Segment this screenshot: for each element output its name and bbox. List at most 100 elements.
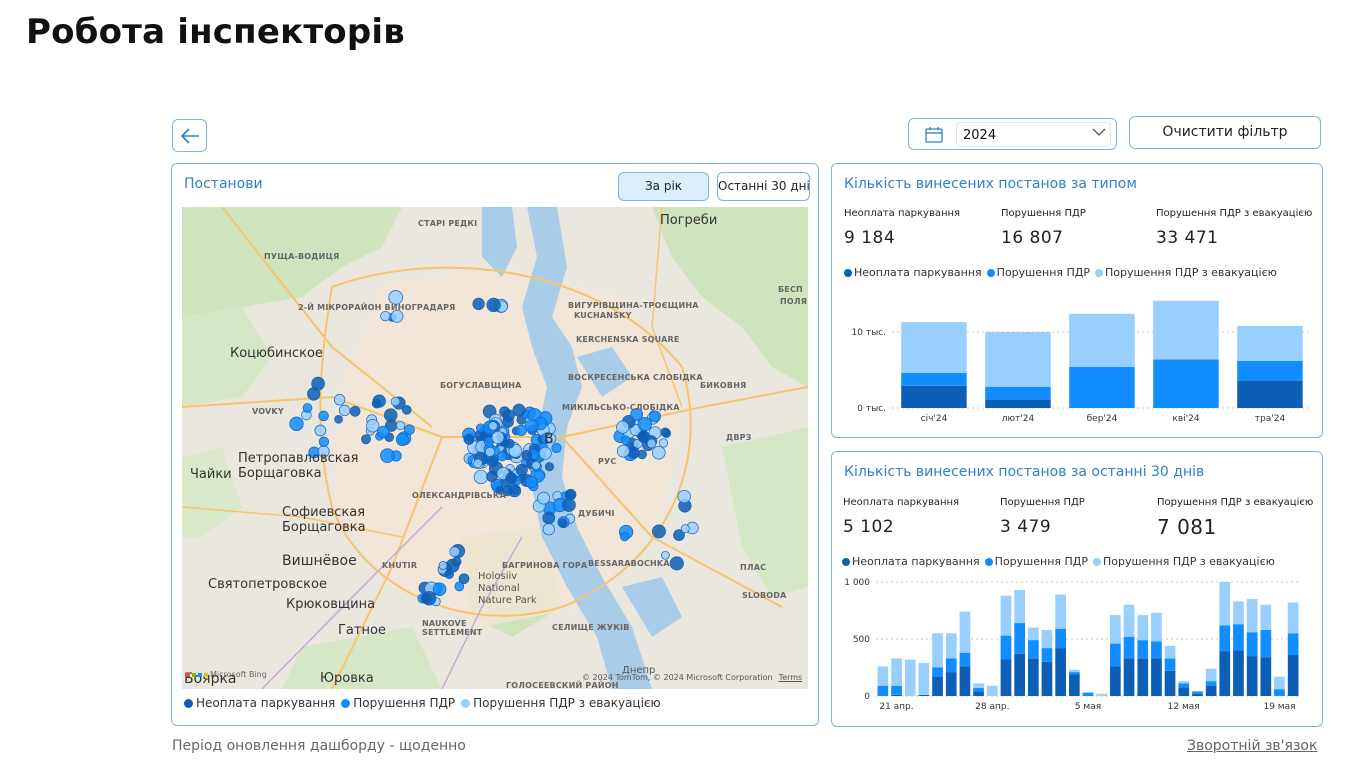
bar-segment[interactable] bbox=[973, 688, 984, 692]
map-point[interactable] bbox=[637, 449, 647, 460]
map-point[interactable] bbox=[565, 490, 576, 501]
map-point[interactable] bbox=[473, 458, 483, 468]
bar-segment[interactable] bbox=[1153, 300, 1219, 360]
bar-segment[interactable] bbox=[973, 691, 984, 696]
map-point[interactable] bbox=[318, 410, 329, 422]
map-point[interactable] bbox=[454, 581, 465, 592]
bar-segment[interactable] bbox=[1000, 595, 1012, 636]
map-point[interactable] bbox=[438, 561, 448, 570]
map-point[interactable] bbox=[338, 404, 351, 417]
map-point[interactable] bbox=[658, 438, 669, 448]
map-point[interactable] bbox=[334, 414, 343, 424]
bar-segment[interactable] bbox=[1110, 615, 1121, 644]
bar-segment[interactable] bbox=[891, 658, 902, 686]
bar-segment[interactable] bbox=[1233, 624, 1244, 651]
bar-segment[interactable] bbox=[1096, 693, 1107, 696]
bar-segment[interactable] bbox=[1237, 360, 1303, 381]
map-point[interactable] bbox=[630, 407, 644, 421]
map-point[interactable] bbox=[558, 518, 568, 528]
map-point[interactable] bbox=[551, 442, 562, 454]
bar-segment[interactable] bbox=[1205, 685, 1217, 696]
map-point[interactable] bbox=[505, 472, 518, 484]
bar-segment[interactable] bbox=[1178, 688, 1190, 696]
map-point[interactable] bbox=[432, 582, 447, 596]
map-point[interactable] bbox=[302, 403, 313, 413]
bar-segment[interactable] bbox=[932, 667, 943, 677]
bar-segment[interactable] bbox=[1260, 629, 1272, 658]
map-point[interactable] bbox=[361, 434, 371, 445]
back-button[interactable] bbox=[172, 119, 207, 152]
map-point[interactable] bbox=[314, 424, 327, 437]
map-point[interactable] bbox=[497, 451, 508, 462]
map-point[interactable] bbox=[376, 425, 390, 439]
map-point[interactable] bbox=[677, 489, 691, 504]
map-point[interactable] bbox=[515, 424, 527, 437]
bar-segment[interactable] bbox=[932, 676, 943, 696]
map-point[interactable] bbox=[508, 484, 522, 498]
map-point[interactable] bbox=[616, 420, 630, 434]
bar-segment[interactable] bbox=[1110, 643, 1121, 667]
bar-segment[interactable] bbox=[1000, 635, 1012, 660]
bar-segment[interactable] bbox=[1137, 658, 1149, 696]
bar-segment[interactable] bbox=[959, 611, 971, 653]
map-point[interactable] bbox=[546, 433, 557, 444]
map-point[interactable] bbox=[495, 485, 505, 495]
bar-segment[interactable] bbox=[1233, 650, 1244, 696]
map-point[interactable] bbox=[524, 418, 539, 433]
bar-segment[interactable] bbox=[1164, 645, 1176, 659]
map-point[interactable] bbox=[512, 403, 526, 417]
bar-segment[interactable] bbox=[1014, 590, 1025, 624]
map[interactable]: Погреби СТАРІ РЕДКІ ПУЩА-ВОДИЦЯ 2-Й МІКР… bbox=[182, 207, 808, 689]
map-point[interactable] bbox=[616, 444, 630, 458]
bar-segment[interactable] bbox=[1069, 669, 1080, 673]
map-point[interactable] bbox=[525, 476, 538, 489]
map-point[interactable] bbox=[458, 573, 470, 585]
bar-segment[interactable] bbox=[1123, 636, 1135, 659]
bar-segment[interactable] bbox=[1000, 659, 1012, 697]
bar-segment[interactable] bbox=[1219, 582, 1231, 626]
map-point[interactable] bbox=[487, 455, 499, 468]
map-point[interactable] bbox=[333, 394, 346, 406]
map-point[interactable] bbox=[488, 421, 498, 431]
bar-segment[interactable] bbox=[1041, 648, 1053, 662]
map-point[interactable] bbox=[395, 433, 409, 447]
bar-segment[interactable] bbox=[1055, 594, 1066, 629]
toggle-year[interactable]: За рік bbox=[618, 172, 709, 201]
bar-segment[interactable] bbox=[985, 332, 1051, 387]
bar-segment[interactable] bbox=[1110, 666, 1121, 696]
bar-segment[interactable] bbox=[959, 652, 971, 667]
year-filter[interactable]: 2024 bbox=[908, 118, 1117, 150]
map-point[interactable] bbox=[311, 376, 325, 391]
map-point[interactable] bbox=[531, 460, 541, 470]
bar-segment[interactable] bbox=[1069, 674, 1080, 696]
map-point[interactable] bbox=[449, 546, 461, 557]
bar-segment[interactable] bbox=[1151, 612, 1162, 642]
bar-segment[interactable] bbox=[1153, 359, 1219, 408]
map-point[interactable] bbox=[390, 396, 401, 407]
map-point[interactable] bbox=[318, 436, 330, 447]
bar-segment[interactable] bbox=[1205, 668, 1217, 682]
bar-segment[interactable] bbox=[945, 658, 957, 673]
map-point[interactable] bbox=[661, 428, 672, 438]
map-point[interactable] bbox=[649, 410, 661, 423]
map-point[interactable] bbox=[380, 448, 395, 463]
map-point[interactable] bbox=[637, 416, 653, 432]
map-point[interactable] bbox=[404, 424, 415, 436]
bar-segment[interactable] bbox=[1164, 658, 1176, 671]
bar-segment[interactable] bbox=[918, 662, 930, 695]
bar-segment[interactable] bbox=[877, 685, 889, 696]
bar-segment[interactable] bbox=[985, 386, 1051, 400]
bar-segment[interactable] bbox=[1123, 658, 1135, 696]
terms-link[interactable]: Terms bbox=[778, 673, 803, 682]
map-point[interactable] bbox=[388, 290, 403, 305]
map-point[interactable] bbox=[561, 498, 576, 512]
bar-segment[interactable] bbox=[1237, 325, 1303, 361]
bar-segment[interactable] bbox=[1246, 632, 1258, 657]
toggle-last-30-days[interactable]: Останні 30 днів bbox=[717, 172, 810, 201]
map-point[interactable] bbox=[486, 297, 501, 313]
map-point[interactable] bbox=[491, 430, 505, 444]
bar-segment[interactable] bbox=[901, 386, 967, 408]
map-point[interactable] bbox=[538, 446, 552, 460]
bar-segment[interactable] bbox=[932, 633, 943, 668]
map-point[interactable] bbox=[651, 524, 666, 539]
